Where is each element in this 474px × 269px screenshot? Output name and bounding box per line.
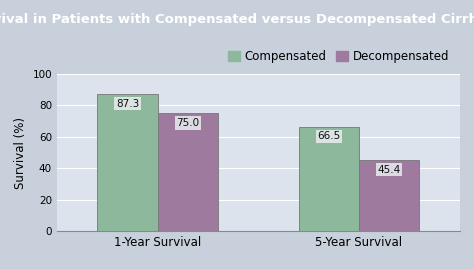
Text: 66.5: 66.5 <box>317 132 340 141</box>
Text: Survival in Patients with Compensated versus Decompensated Cirrhosis: Survival in Patients with Compensated ve… <box>0 13 474 26</box>
Legend: Compensated, Decompensated: Compensated, Decompensated <box>223 45 454 68</box>
Text: 75.0: 75.0 <box>176 118 200 128</box>
Bar <box>157 113 218 231</box>
Y-axis label: Survival (%): Survival (%) <box>14 117 27 189</box>
Bar <box>299 127 359 231</box>
Text: 87.3: 87.3 <box>116 99 139 109</box>
Text: 45.4: 45.4 <box>378 165 401 175</box>
Bar <box>97 94 157 231</box>
Bar <box>359 160 419 231</box>
